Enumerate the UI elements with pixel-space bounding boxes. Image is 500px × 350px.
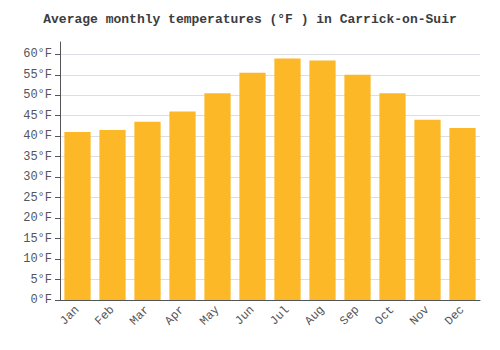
svg-text:15°F: 15°F <box>23 232 52 246</box>
svg-text:55°F: 55°F <box>23 68 52 82</box>
svg-text:Aug: Aug <box>302 303 327 328</box>
svg-text:10°F: 10°F <box>23 252 52 266</box>
svg-text:May: May <box>197 303 222 328</box>
svg-text:0°F: 0°F <box>30 293 52 307</box>
svg-text:Jun: Jun <box>232 303 257 328</box>
svg-text:Mar: Mar <box>127 303 152 328</box>
svg-text:Average monthly temperatures (: Average monthly temperatures (°F ) in Ca… <box>43 12 456 27</box>
svg-text:Feb: Feb <box>92 303 117 328</box>
svg-text:Jan: Jan <box>57 303 82 328</box>
svg-text:Apr: Apr <box>162 303 187 328</box>
svg-text:45°F: 45°F <box>23 109 52 123</box>
svg-text:35°F: 35°F <box>23 150 52 164</box>
svg-text:25°F: 25°F <box>23 191 52 205</box>
svg-text:Nov: Nov <box>407 303 432 328</box>
svg-text:50°F: 50°F <box>23 88 52 102</box>
svg-text:5°F: 5°F <box>30 273 52 287</box>
svg-text:40°F: 40°F <box>23 129 52 143</box>
svg-text:Sep: Sep <box>337 303 362 328</box>
svg-text:60°F: 60°F <box>23 47 52 61</box>
svg-text:Dec: Dec <box>442 303 467 328</box>
svg-text:30°F: 30°F <box>23 170 52 184</box>
svg-text:Jul: Jul <box>267 303 292 328</box>
svg-text:Oct: Oct <box>372 303 397 328</box>
svg-text:20°F: 20°F <box>23 211 52 225</box>
